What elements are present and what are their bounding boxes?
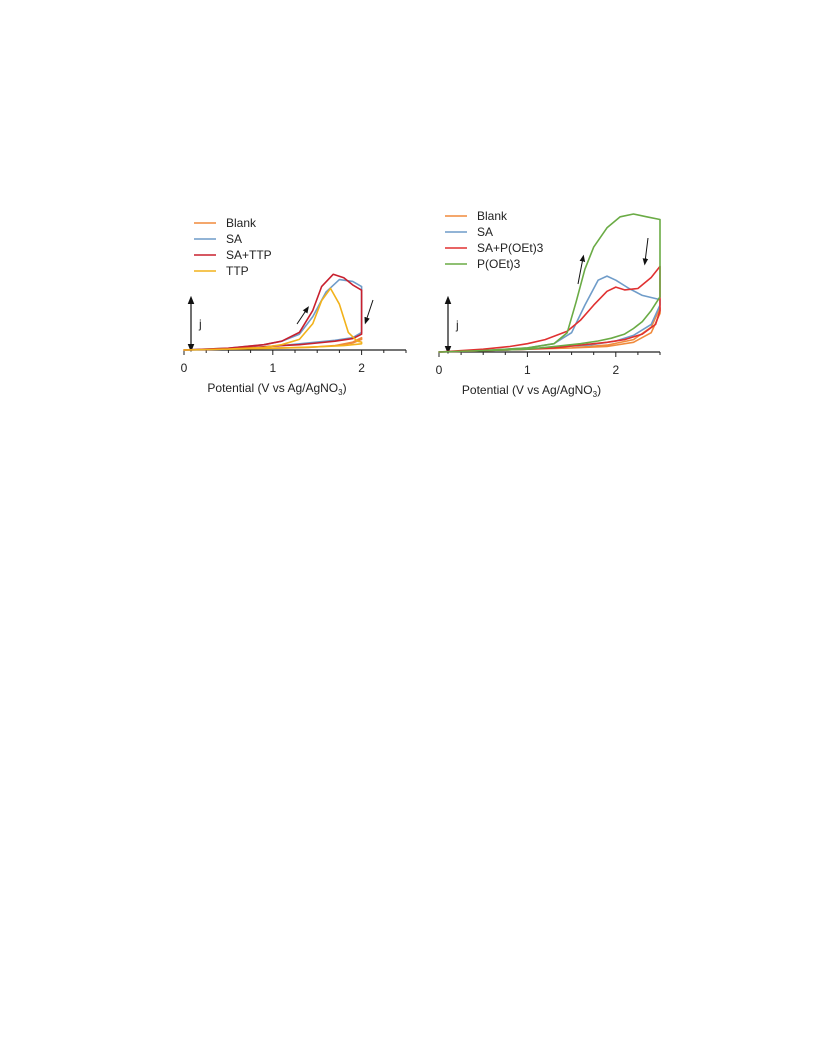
legend-label: SA+P(OEt)3 (477, 241, 544, 255)
legend-label: Blank (477, 209, 508, 223)
series-line-sa-p-oet-3 (438, 265, 661, 353)
y-axis-label: j (455, 318, 459, 332)
x-tick-label: 1 (269, 361, 276, 375)
legend-label: SA (226, 232, 242, 246)
x-axis-label: Potential (V vs Ag/AgNO3) (207, 381, 346, 397)
series-line-ttp (183, 287, 363, 351)
forward-scan-arrow (296, 306, 309, 325)
x-tick-label: 2 (612, 363, 619, 377)
x-tick-label: 2 (358, 361, 365, 375)
reverse-scan-arrow (642, 237, 649, 266)
legend-label: SA+TTP (226, 248, 272, 262)
chart-panel-right: 0 1 2 Potential (V vs Ag/AgNO3) j Blank SA SA+P… (436, 209, 661, 399)
legend-label: SA (477, 225, 493, 239)
reverse-scan-arrow (364, 299, 374, 325)
series-line-sa-ttp (183, 273, 363, 351)
series-line-sa (183, 278, 363, 351)
series-line-p-oet-3 (438, 213, 661, 353)
series-line-blank (438, 306, 661, 353)
legend-label: TTP (226, 264, 249, 278)
x-tick-label: 0 (436, 363, 443, 377)
x-tick-label: 1 (524, 363, 531, 377)
legend-label: P(OEt)3 (477, 257, 521, 271)
x-axis-label: Potential (V vs Ag/AgNO3) (462, 383, 601, 399)
chart-panel-left: 0 1 2 Potential (V vs Ag/AgNO3) j Blank SA SA+T… (181, 216, 407, 397)
legend-label: Blank (226, 216, 257, 230)
forward-scan-arrow (577, 254, 586, 285)
y-axis-label: j (198, 317, 202, 331)
x-tick-label: 0 (181, 361, 188, 375)
